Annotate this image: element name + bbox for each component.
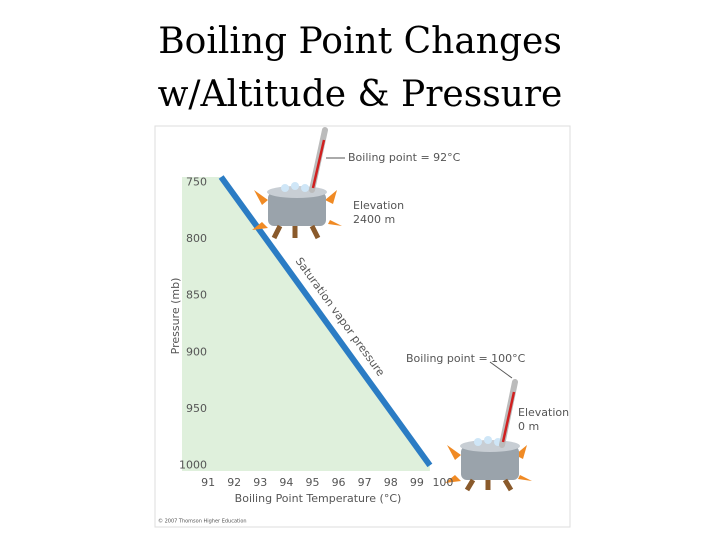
y-tick-label: 800 <box>186 232 207 245</box>
annotation: Boiling point = 100°C <box>406 352 526 365</box>
annotation: 0 m <box>518 420 539 433</box>
credit: © 2007 Thomson Higher Education <box>158 518 247 525</box>
x-tick-label: 92 <box>227 476 241 489</box>
x-tick-label: 91 <box>201 476 215 489</box>
y-tick-label: 1000 <box>179 458 207 471</box>
annotation: Boiling point = 92°C <box>348 151 461 164</box>
x-tick-label: 95 <box>305 476 319 489</box>
annotation: Elevation <box>353 199 404 212</box>
x-tick-label: 98 <box>384 476 398 489</box>
plot <box>182 175 433 472</box>
y-axis-title: Pressure (mb) <box>169 278 182 355</box>
x-tick-label: 97 <box>358 476 372 489</box>
x-tick-label: 99 <box>410 476 424 489</box>
pot-illustration <box>252 127 345 240</box>
y-tick-label: 850 <box>186 289 207 302</box>
line <box>218 175 433 468</box>
y-tick-label: 750 <box>186 176 207 189</box>
annotation: 2400 m <box>353 213 395 226</box>
area-fill <box>182 176 430 472</box>
pot-illustration <box>445 361 532 492</box>
x-tick-label: 93 <box>253 476 267 489</box>
title-line: Boiling Point Changes <box>158 21 562 62</box>
x-tick-label: 100 <box>432 476 453 489</box>
y-tick-label: 900 <box>186 345 207 358</box>
y-tick-label: 950 <box>186 402 207 415</box>
x-tick-label: 96 <box>332 476 346 489</box>
x-axis-title: Boiling Point Temperature (°C) <box>235 492 402 505</box>
title-line: w/Altitude & Pressure <box>158 74 563 115</box>
x-tick-label: 94 <box>279 476 293 489</box>
annotation: Elevation <box>518 406 569 419</box>
